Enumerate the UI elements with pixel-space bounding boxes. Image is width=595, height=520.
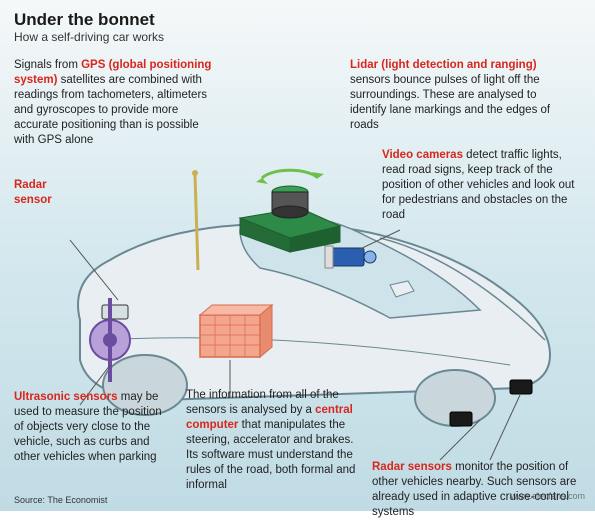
camera-lead: Video cameras [382,149,463,161]
radar-sensor-side [102,305,128,319]
watermark: www.elecfans.com [510,491,585,501]
lidar-unit [240,170,340,252]
callout-radar-label: Radar sensor [14,178,74,208]
callout-camera: Video cameras detect traffic lights, rea… [382,148,582,223]
callout-ultra: Ultrasonic sensors may be used to measur… [14,390,174,465]
callout-central: The information from all of the sensors … [186,388,356,493]
gps-antenna-tip [192,170,198,176]
lidar-lead: Lidar (light detection and ranging) [350,59,537,71]
radar-sensor-front-left [450,412,472,426]
radar-label-lead: Radar sensor [14,179,52,206]
radar-lead: Radar sensors [372,461,452,473]
gps-pre: Signals from [14,59,81,71]
page-subtitle: How a self-driving car works [14,30,164,44]
lidar-post: sensors bounce pulses of light off the s… [350,74,550,131]
callout-gps: Signals from GPS (global positioning sys… [14,58,214,148]
source-credit: Source: The Economist [14,495,107,505]
central-computer [200,305,272,357]
infographic-canvas: Under the bonnet How a self-driving car … [0,0,595,511]
ultra-lead: Ultrasonic sensors [14,391,118,403]
radar-sensor-front-right [510,380,532,394]
page-title: Under the bonnet [14,10,155,30]
callout-lidar: Lidar (light detection and ranging) sens… [350,58,570,133]
